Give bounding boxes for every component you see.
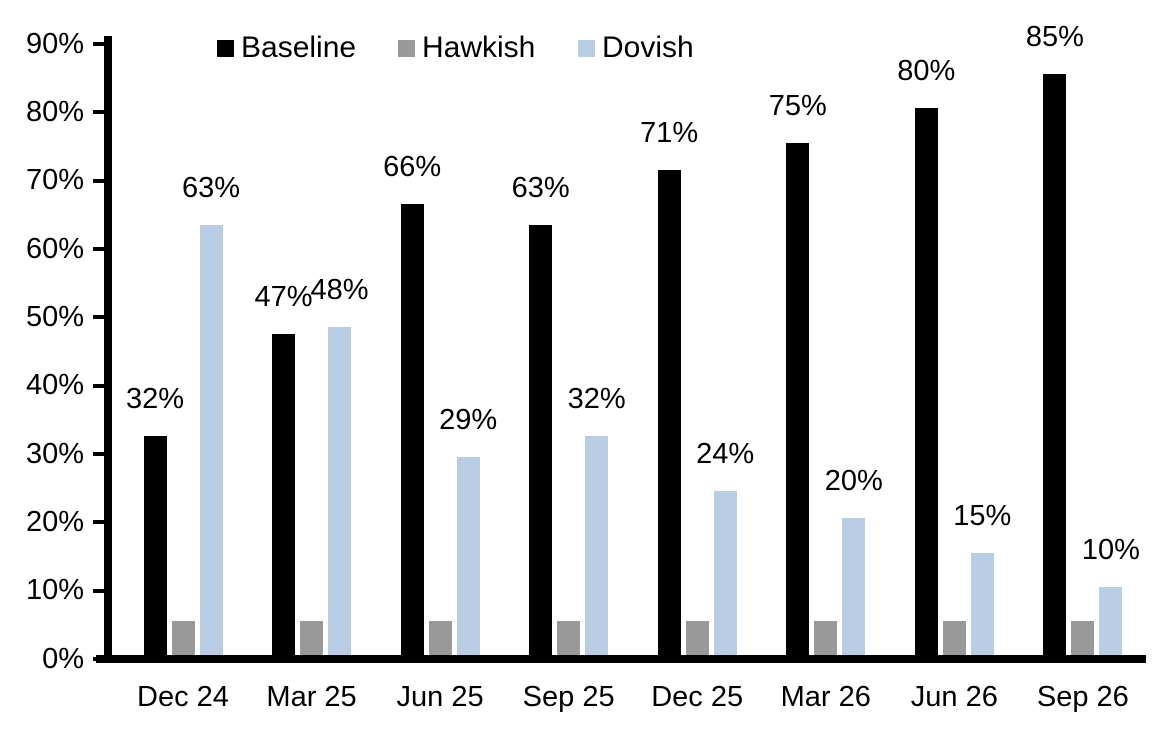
y-axis-label-50-: 50% (25, 300, 84, 333)
data-label-dovish-sep-26: 10% (1081, 533, 1140, 566)
y-axis-label-40-: 40% (25, 369, 84, 402)
x-axis-label-dec-25: Dec 25 (651, 681, 744, 713)
data-label-baseline-sep-26: 85% (1025, 21, 1084, 54)
bar-baseline-jun-25 (400, 204, 424, 655)
bar-dovish-jun-25 (456, 456, 480, 655)
data-label-baseline-jun-26: 80% (897, 55, 956, 88)
x-axis-line (96, 655, 1146, 663)
legend-swatch-icon (578, 39, 595, 57)
data-label-baseline-dec-24: 32% (125, 383, 185, 416)
y-axis-tick-90- (93, 42, 106, 46)
data-label-dovish-mar-26: 20% (824, 465, 883, 498)
y-axis-label-30-: 30% (25, 437, 84, 470)
data-label-dovish-dec-24: 63% (181, 171, 241, 204)
data-label-baseline-mar-26: 75% (768, 89, 827, 122)
bar-baseline-mar-26 (786, 142, 810, 655)
y-axis-label-0-: 0% (42, 642, 84, 675)
y-axis-label-10-: 10% (25, 574, 84, 607)
bar-baseline-dec-25 (657, 169, 681, 655)
bar-hawkish-dec-25 (685, 620, 709, 655)
y-axis-tick-70- (93, 178, 106, 183)
legend-item-hawkish: Hawkish (398, 31, 536, 64)
y-axis-tick-60- (93, 247, 106, 251)
x-axis-label-mar-25: Mar 25 (266, 681, 357, 713)
legend-item-baseline: Baseline (217, 31, 357, 64)
data-label-dovish-jun-26: 15% (953, 499, 1012, 532)
y-axis-tick-30- (93, 452, 106, 456)
y-axis-label-20-: 20% (25, 505, 84, 538)
bar-hawkish-sep-26 (1071, 620, 1095, 655)
bar-baseline-mar-25 (272, 333, 296, 655)
bar-dovish-jun-26 (970, 552, 994, 655)
bar-baseline-sep-26 (1043, 74, 1067, 655)
data-label-dovish-dec-25: 24% (696, 438, 755, 470)
bar-dovish-dec-24 (199, 224, 223, 655)
y-axis-tick-10- (93, 588, 106, 593)
bar-baseline-sep-25 (529, 224, 553, 655)
data-label-baseline-sep-25: 63% (511, 171, 570, 204)
data-label-baseline-dec-25: 71% (640, 116, 699, 149)
y-axis-tick-0- (93, 657, 106, 661)
x-axis-label-mar-26: Mar 26 (780, 681, 871, 713)
x-axis-label-dec-24: Dec 24 (137, 681, 229, 713)
bar-hawkish-jun-26 (942, 620, 966, 655)
bar-baseline-dec-24 (143, 436, 167, 655)
bar-hawkish-jun-25 (428, 620, 452, 655)
x-axis-label-jun-25: Jun 25 (396, 681, 484, 713)
y-axis-tick-50- (93, 315, 106, 320)
bar-dovish-mar-25 (328, 327, 352, 655)
legend-label: Hawkish (422, 31, 536, 64)
bar-hawkish-mar-25 (300, 620, 324, 655)
legend-label: Baseline (241, 31, 357, 64)
y-axis-label-70-: 70% (25, 164, 84, 197)
y-axis-line (104, 36, 112, 663)
data-label-baseline-mar-25: 47% (254, 280, 313, 313)
data-label-dovish-jun-25: 29% (439, 403, 498, 436)
data-label-dovish-mar-25: 48% (310, 274, 369, 306)
bar-hawkish-sep-25 (557, 620, 581, 655)
bar-dovish-sep-25 (585, 436, 609, 655)
y-axis-label-60-: 60% (25, 232, 84, 265)
bar-dovish-sep-26 (1099, 586, 1123, 655)
x-axis-label-jun-26: Jun 26 (910, 681, 998, 713)
bar-dovish-mar-26 (842, 518, 866, 655)
y-axis-tick-40- (93, 383, 106, 388)
y-axis-label-80-: 80% (25, 95, 84, 128)
data-label-dovish-sep-25: 32% (567, 383, 626, 416)
legend-item-dovish: Dovish (578, 31, 694, 64)
y-axis-tick-80- (93, 110, 106, 115)
legend-label: Dovish (602, 31, 694, 64)
legend-swatch-icon (217, 39, 234, 57)
y-axis-tick-20- (93, 520, 106, 525)
legend-swatch-icon (398, 39, 415, 57)
bar-dovish-dec-25 (713, 491, 737, 655)
data-label-baseline-jun-25: 66% (383, 151, 442, 183)
bar-baseline-jun-26 (914, 108, 938, 655)
x-axis-label-sep-26: Sep 26 (1036, 681, 1129, 713)
y-axis-label-90-: 90% (25, 27, 84, 60)
x-axis-label-sep-25: Sep 25 (522, 681, 615, 713)
bar-hawkish-dec-24 (171, 620, 195, 655)
bar-hawkish-mar-26 (814, 620, 838, 655)
chart-legend: Baseline Hawkish Dovish (0, 0, 1152, 70)
